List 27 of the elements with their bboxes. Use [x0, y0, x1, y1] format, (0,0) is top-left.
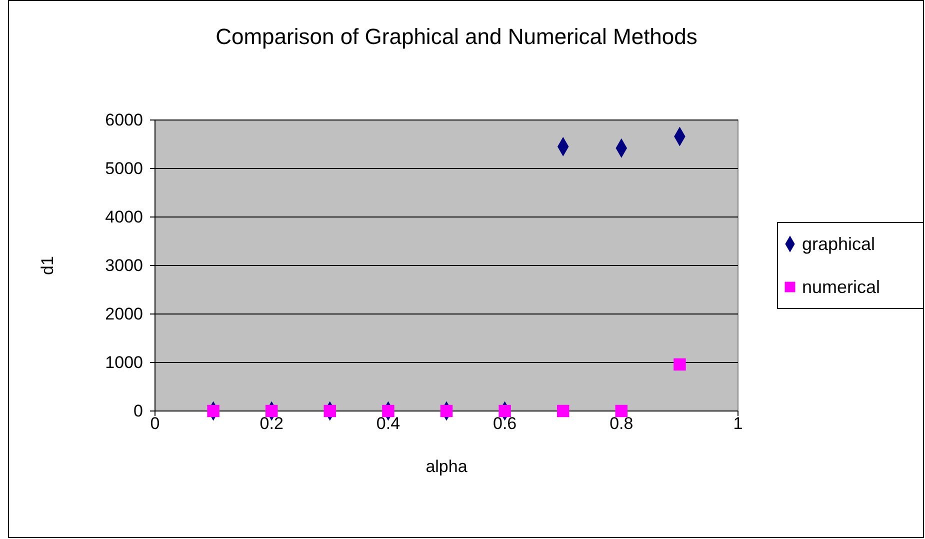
legend-label: numerical	[802, 277, 880, 297]
point	[382, 404, 394, 418]
x-axis-title: alpha	[426, 457, 468, 476]
y-tick-label: 0	[134, 401, 143, 420]
x-tick-label: 0	[150, 414, 160, 433]
y-tick-label: 3000	[105, 256, 143, 275]
point	[498, 404, 511, 418]
y-tick-label: 2000	[105, 304, 143, 324]
chart-title: Comparison of Graphical and Numerical Methods	[216, 24, 698, 49]
x-tick-label: 0.8	[610, 414, 634, 433]
point	[440, 404, 453, 418]
point	[265, 404, 278, 418]
x-tick-label: 1	[733, 414, 743, 433]
x-tick-label: 0.6	[492, 414, 517, 433]
x-tick-label: 0.4	[376, 414, 400, 433]
y-tick-label: 5000	[105, 158, 143, 178]
point	[207, 404, 220, 418]
x-tick-label: 0.2	[260, 414, 284, 433]
point	[556, 404, 570, 418]
y-tick-label: 4000	[105, 207, 143, 226]
point	[324, 404, 336, 418]
point	[615, 404, 628, 418]
point	[674, 358, 686, 371]
y-axis-title: d1	[38, 256, 57, 275]
y-tick-label: 6000	[105, 110, 143, 130]
y-tick-label: 1000	[105, 352, 143, 372]
legend-label: graphical	[802, 234, 876, 254]
